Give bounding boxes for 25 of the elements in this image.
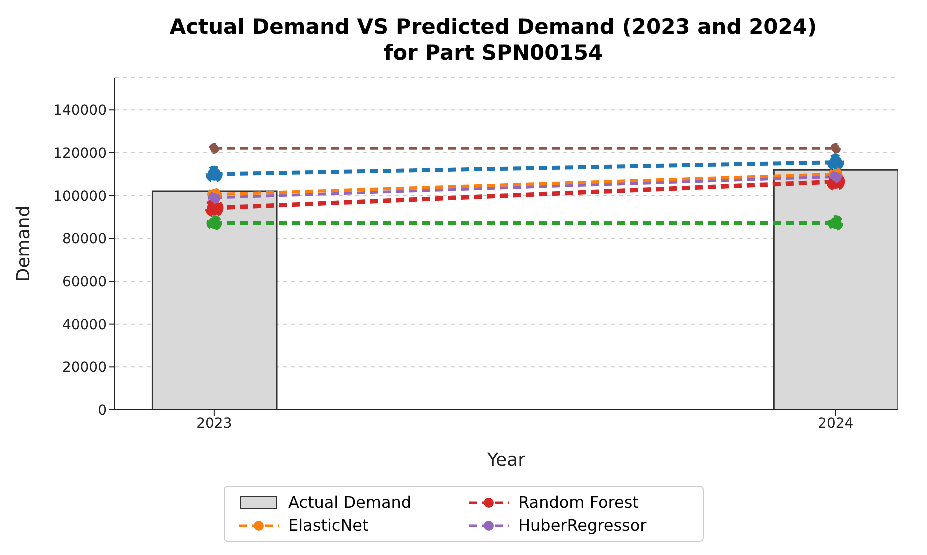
legend-label: HuberRegressor xyxy=(518,516,647,535)
chart-title: Actual Demand VS Predicted Demand (2023 and 2024) for Part SPN00154 xyxy=(168,14,818,66)
y-tick-label: 0 xyxy=(98,402,107,419)
point xyxy=(206,216,222,231)
y-tick-label: 80000 xyxy=(62,232,107,248)
point xyxy=(206,166,223,183)
point xyxy=(827,154,844,172)
point xyxy=(205,198,224,218)
y-tick-label: 100000 xyxy=(54,188,107,205)
x-axis-title: Year xyxy=(486,450,526,471)
y-tick-label: 60000 xyxy=(62,274,107,290)
legend-label: Actual Demand xyxy=(288,493,412,512)
y-axis-title: Demand xyxy=(13,206,34,282)
point xyxy=(209,143,220,154)
y-tick-label: 140000 xyxy=(54,103,107,120)
x-tick-label: 2023 xyxy=(196,416,232,432)
point xyxy=(830,143,842,154)
point xyxy=(208,192,221,204)
y-tick-label: 20000 xyxy=(62,360,107,376)
point xyxy=(828,216,844,231)
legend-label: ElasticNet xyxy=(288,516,369,535)
legend-label: Random Forest xyxy=(518,493,639,512)
x-tick-label: 2024 xyxy=(818,416,854,432)
y-tick-label: 120000 xyxy=(54,146,107,162)
y-tick-label: 40000 xyxy=(62,317,107,334)
